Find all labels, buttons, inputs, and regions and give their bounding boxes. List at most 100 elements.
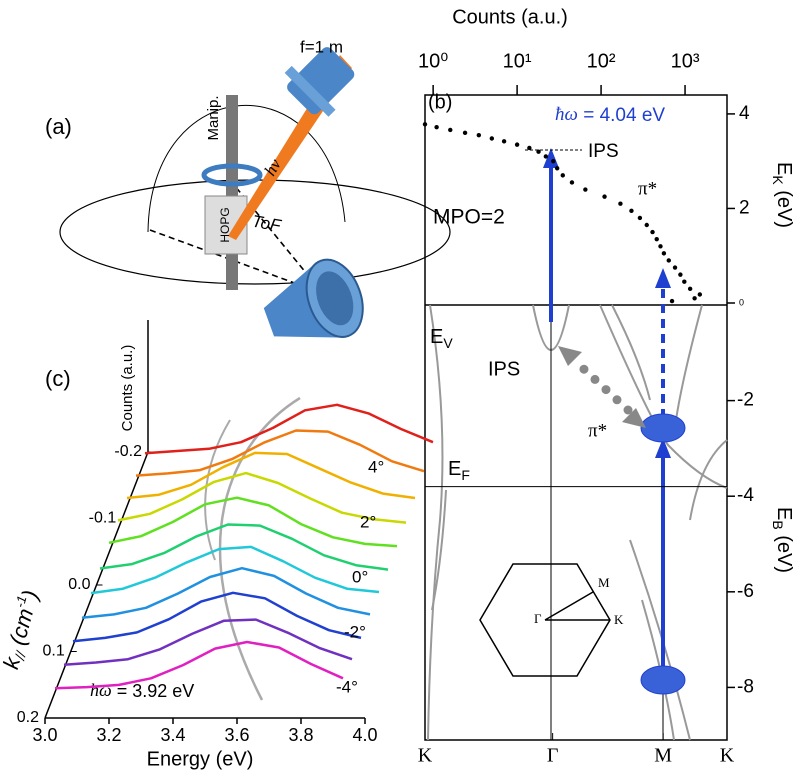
unit: (eV) — [773, 530, 795, 573]
y-axis-label: EB (eV) — [770, 507, 794, 573]
k-tick-label: -0.1 — [89, 510, 117, 527]
x-tick-label: 3.6 — [224, 725, 249, 745]
data-point — [692, 296, 697, 301]
ef-label: EF — [448, 458, 470, 482]
spectrum — [63, 618, 353, 666]
data-point — [501, 139, 507, 144]
y-tick-label: -4 — [737, 485, 754, 506]
x-tick-label: K — [720, 745, 735, 767]
data-point — [554, 166, 560, 171]
main: E — [773, 162, 795, 175]
rotation-arrow — [201, 163, 263, 187]
spectrum — [90, 545, 380, 595]
y-tick-label: -6 — [737, 581, 754, 602]
hopg-label: HOPG — [218, 207, 232, 242]
k-tick-label: 0.0 — [68, 576, 90, 593]
arrow-head — [655, 268, 671, 288]
state-blob — [640, 413, 686, 443]
arrow-head — [622, 408, 646, 428]
k-axis-label: k// (cm-1) — [0, 587, 45, 672]
manipulator — [226, 95, 238, 290]
data-point — [422, 122, 428, 127]
bz-lines — [544, 591, 610, 621]
lens-label: f=1 m — [300, 37, 343, 56]
x-tick-label: 3.4 — [160, 725, 185, 745]
symbol: ħω — [555, 104, 578, 125]
data-point — [476, 132, 482, 138]
scatter-arrow — [569, 355, 633, 415]
sub: V — [443, 335, 453, 351]
panel-c: (c) Counts (a.u.) k// (cm-1) ħω = 3.92 e… — [0, 320, 434, 770]
inset-m: M — [598, 575, 610, 590]
k-tick-label: -0.2 — [114, 443, 142, 460]
symbol: ħω — [90, 680, 112, 700]
data-point — [462, 130, 468, 136]
inset-gamma: Γ — [534, 611, 542, 626]
lens — [284, 47, 355, 117]
inset-k: K — [614, 612, 624, 627]
photon-label: ħω = 3.92 eV — [90, 680, 194, 701]
sub: K — [770, 175, 786, 185]
tof-label: ToF — [251, 212, 284, 236]
main: E — [430, 326, 443, 348]
ips-label: IPS — [488, 358, 520, 380]
x-tick-label: K — [418, 745, 433, 767]
bands — [427, 304, 728, 741]
spectrum — [54, 640, 344, 690]
data-point — [697, 292, 703, 297]
unit: (eV) — [773, 185, 795, 228]
x-axis-label: Energy (eV) — [147, 748, 254, 770]
main: E — [773, 507, 795, 520]
data-point — [644, 222, 649, 228]
data-point — [687, 286, 693, 292]
data-point — [536, 149, 541, 154]
ips-label: IPS — [588, 141, 619, 162]
photon-label: ħω = 4.04 eV — [555, 104, 665, 126]
sub: F — [461, 467, 470, 483]
x-tick-label: 10¹ — [503, 50, 532, 72]
spectrum — [117, 471, 407, 524]
frame — [424, 94, 728, 741]
z-axis-label: Counts (a.u.) — [119, 345, 136, 432]
data-point — [527, 145, 532, 151]
data-point — [583, 187, 588, 192]
tof-detector — [263, 258, 364, 338]
spectrum — [99, 523, 389, 571]
data-point — [514, 142, 520, 147]
data-point — [666, 258, 671, 263]
panel-label: (a) — [45, 114, 72, 139]
data-point — [650, 229, 655, 235]
unit: (cm — [3, 606, 38, 654]
y-tick-label: 4 — [739, 103, 750, 124]
x-tick-label: 3.8 — [288, 725, 313, 745]
text: = 4.04 eV — [578, 105, 665, 126]
data-point — [489, 136, 495, 141]
pi-label: π* — [588, 420, 607, 441]
data-point — [661, 251, 667, 256]
spectrum — [135, 429, 425, 477]
x-tick-label: 10³ — [671, 50, 700, 72]
x-tick-label: 4.0 — [352, 725, 377, 745]
y-tick-label: 2 — [739, 197, 750, 218]
text: = 3.92 eV — [112, 681, 195, 701]
data-point — [637, 215, 643, 221]
spectrum — [108, 496, 398, 548]
data-point — [669, 298, 675, 304]
panel-label: (b) — [428, 91, 452, 113]
y-axis-label: EK (eV) — [770, 162, 794, 228]
arrow-head — [558, 346, 582, 366]
y-tick-label: -2 — [737, 390, 754, 411]
x-tick-label: 3.0 — [32, 725, 57, 745]
x-tick-label: Γ — [547, 745, 559, 767]
main: E — [448, 458, 461, 480]
y-tick-label: -8 — [737, 676, 754, 697]
spectrum — [144, 403, 434, 455]
angle-label: -4° — [336, 677, 358, 696]
manip-label: Manip. — [205, 95, 222, 140]
y-tick-label: 0 — [739, 297, 744, 307]
k-tick-label: 0.2 — [17, 709, 39, 726]
data-point — [551, 158, 556, 164]
x-tick-label: M — [654, 745, 672, 767]
data-point — [672, 265, 678, 270]
data-point — [602, 194, 607, 199]
